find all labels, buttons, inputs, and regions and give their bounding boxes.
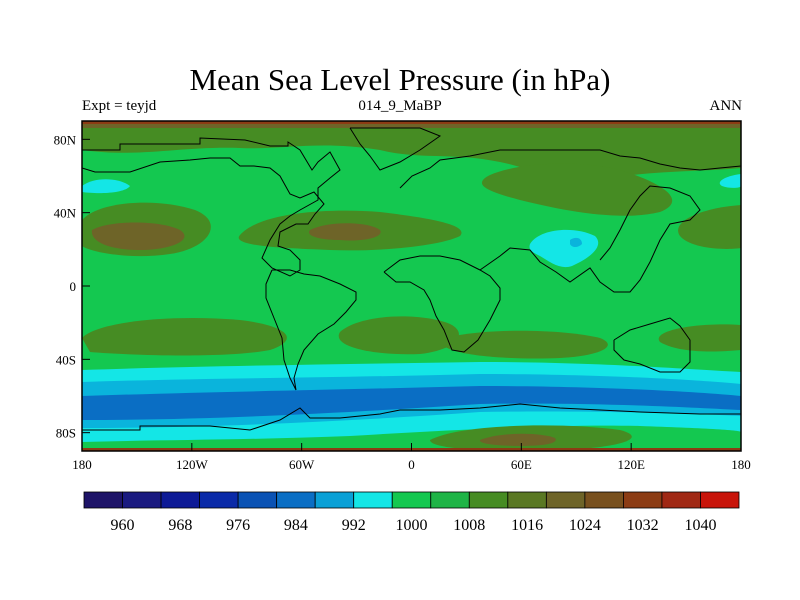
colorbar-swatch xyxy=(584,491,624,509)
colorbar-label: 1000 xyxy=(396,517,428,534)
colorbar-swatch xyxy=(507,491,547,509)
field-asian-low xyxy=(529,229,599,268)
colorbar-label: 1024 xyxy=(569,517,601,534)
lat-tick-label: 0 xyxy=(70,279,77,294)
colorbar-label: 984 xyxy=(284,517,308,534)
colorbar-swatch xyxy=(545,491,586,509)
colorbar-label: 960 xyxy=(111,517,135,534)
lon-tick-label: 60E xyxy=(511,457,532,472)
colorbar-label: 1008 xyxy=(453,517,485,534)
latitude-axis: 80N 40N 0 40S 80S xyxy=(54,132,90,441)
colorbar-label: 968 xyxy=(168,517,192,534)
coast-north-america xyxy=(82,137,341,277)
lat-tick-label: 40S xyxy=(56,352,76,367)
coast-south-america xyxy=(265,269,357,391)
coastlines xyxy=(82,127,741,431)
colorbar-swatch xyxy=(391,491,432,509)
colorbar-swatch xyxy=(237,491,278,509)
longitude-axis: 180 120W 60W 0 60E 120E 180 xyxy=(72,443,751,472)
coast-antarctica xyxy=(82,403,741,431)
field-siberian-high xyxy=(481,163,673,216)
colorbar-swatch xyxy=(199,491,239,509)
field-antarctic-high-core xyxy=(479,433,556,446)
coast-eurasia-africa xyxy=(383,149,741,353)
field-aleutian-low-east xyxy=(719,174,741,188)
colorbar-swatch xyxy=(430,491,470,509)
season-label: ANN xyxy=(709,98,743,114)
colorbar-swatch xyxy=(468,491,509,509)
lon-tick-label: 0 xyxy=(408,457,415,472)
lon-tick-label: 120E xyxy=(617,457,645,472)
map-title: Mean Sea Level Pressure (in hPa) xyxy=(189,62,611,97)
colorbar-label: 1040 xyxy=(684,517,716,534)
field-north-atlantic-high-core xyxy=(309,223,381,241)
lon-tick-label: 120W xyxy=(176,457,209,472)
colorbar-swatch xyxy=(160,491,200,509)
experiment-label: Expt = teyjd xyxy=(82,98,157,114)
colorbar-label: 992 xyxy=(342,517,366,534)
field-indian-high xyxy=(440,330,608,359)
colorbar-label: 1016 xyxy=(511,517,543,534)
lat-tick-label: 40N xyxy=(54,206,77,221)
field-north-pacific-high-core xyxy=(91,222,185,250)
colorbar-swatch xyxy=(314,491,355,509)
field-south-atlantic-high xyxy=(338,316,459,355)
colorbar-label: 976 xyxy=(226,517,250,534)
colorbar-swatch xyxy=(623,491,663,509)
lon-tick-label: 180 xyxy=(731,457,751,472)
field-south-pacific-high-east xyxy=(658,324,741,352)
lat-tick-label: 80N xyxy=(54,132,77,147)
lon-tick-label: 180 xyxy=(72,457,92,472)
colorbar-swatch xyxy=(276,491,316,509)
colorbar-swatch xyxy=(122,491,162,509)
field-aleutian-low xyxy=(82,179,130,194)
colorbar: 960 968 976 984 992 1000 1008 1016 1024 1032 1040 xyxy=(83,491,740,534)
colorbar-swatch xyxy=(353,491,393,509)
lon-tick-label: 60W xyxy=(289,457,315,472)
lat-tick-label: 80S xyxy=(56,426,76,441)
pressure-field xyxy=(82,121,741,451)
field-south-pacific-high xyxy=(82,318,287,356)
colorbar-swatch xyxy=(700,491,740,509)
colorbar-swatch xyxy=(83,491,123,509)
coast-greenland xyxy=(349,127,442,171)
coast-australia xyxy=(613,317,691,373)
period-label: 014_9_MaBP xyxy=(358,98,442,114)
colorbar-label: 1032 xyxy=(627,517,659,534)
field-asian-low-core xyxy=(570,237,582,247)
colorbar-swatch xyxy=(661,491,701,509)
